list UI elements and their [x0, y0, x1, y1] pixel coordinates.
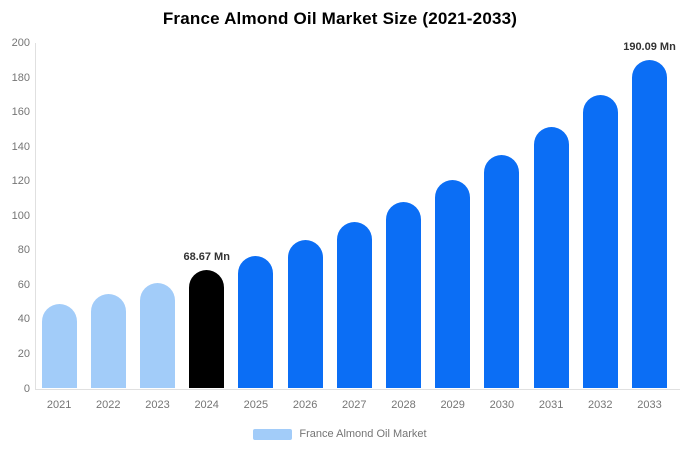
x-axis-line [34, 388, 680, 390]
x-tick-label: 2029 [440, 399, 465, 411]
y-tick-label: 60 [17, 278, 30, 291]
bar-2022[interactable] [90, 293, 126, 389]
legend-swatch [253, 428, 293, 440]
bar-2023[interactable] [140, 282, 175, 389]
bar-2026[interactable] [287, 239, 323, 389]
bar-2029[interactable] [435, 179, 471, 389]
y-tick-label: 20 [17, 347, 30, 360]
x-tick-label: 2024 [194, 399, 219, 411]
x-tick-label: 2030 [489, 399, 515, 411]
x-tick-label: 2023 [145, 399, 170, 411]
bar-2031[interactable] [533, 126, 569, 389]
legend[interactable]: France Almond Oil Market [0, 426, 680, 442]
bar-2021[interactable] [41, 304, 77, 389]
x-tick-label: 2022 [96, 399, 121, 411]
x-tick-label: 2025 [243, 399, 269, 411]
y-tick-label: 200 [11, 37, 30, 49]
bar-value-label: 68.67 Mn [183, 250, 230, 263]
x-tick-label: 2032 [588, 399, 613, 411]
bar-2025[interactable] [238, 255, 274, 389]
y-tick-label: 120 [11, 175, 30, 188]
bar-2030[interactable] [484, 154, 520, 389]
x-tick-label: 2027 [342, 399, 367, 411]
x-tick-label: 2031 [538, 399, 564, 411]
bar-2028[interactable] [386, 201, 421, 389]
bar-2027[interactable] [336, 221, 372, 389]
legend-label: France Almond Oil Market [299, 428, 427, 440]
bar-2032[interactable] [582, 95, 618, 389]
x-tick-label: 2033 [637, 399, 662, 411]
y-tick-label: 140 [11, 140, 30, 153]
y-tick-label: 0 [23, 382, 30, 395]
x-tick-label: 2021 [46, 399, 72, 411]
y-tick-label: 100 [11, 209, 30, 222]
y-axis-line [34, 43, 36, 390]
bar-2024[interactable] [189, 269, 225, 389]
bar-2033[interactable] [632, 60, 667, 389]
y-tick-label: 80 [17, 244, 30, 257]
bar-value-label: 190.09 Mn [623, 41, 676, 54]
chart-title: France Almond Oil Market Size (2021-2033… [162, 9, 518, 28]
x-tick-label: 2026 [292, 399, 318, 411]
y-tick-label: 40 [17, 313, 30, 326]
y-tick-label: 160 [11, 106, 30, 119]
y-tick-label: 180 [11, 71, 30, 84]
x-tick-label: 2028 [391, 399, 416, 411]
